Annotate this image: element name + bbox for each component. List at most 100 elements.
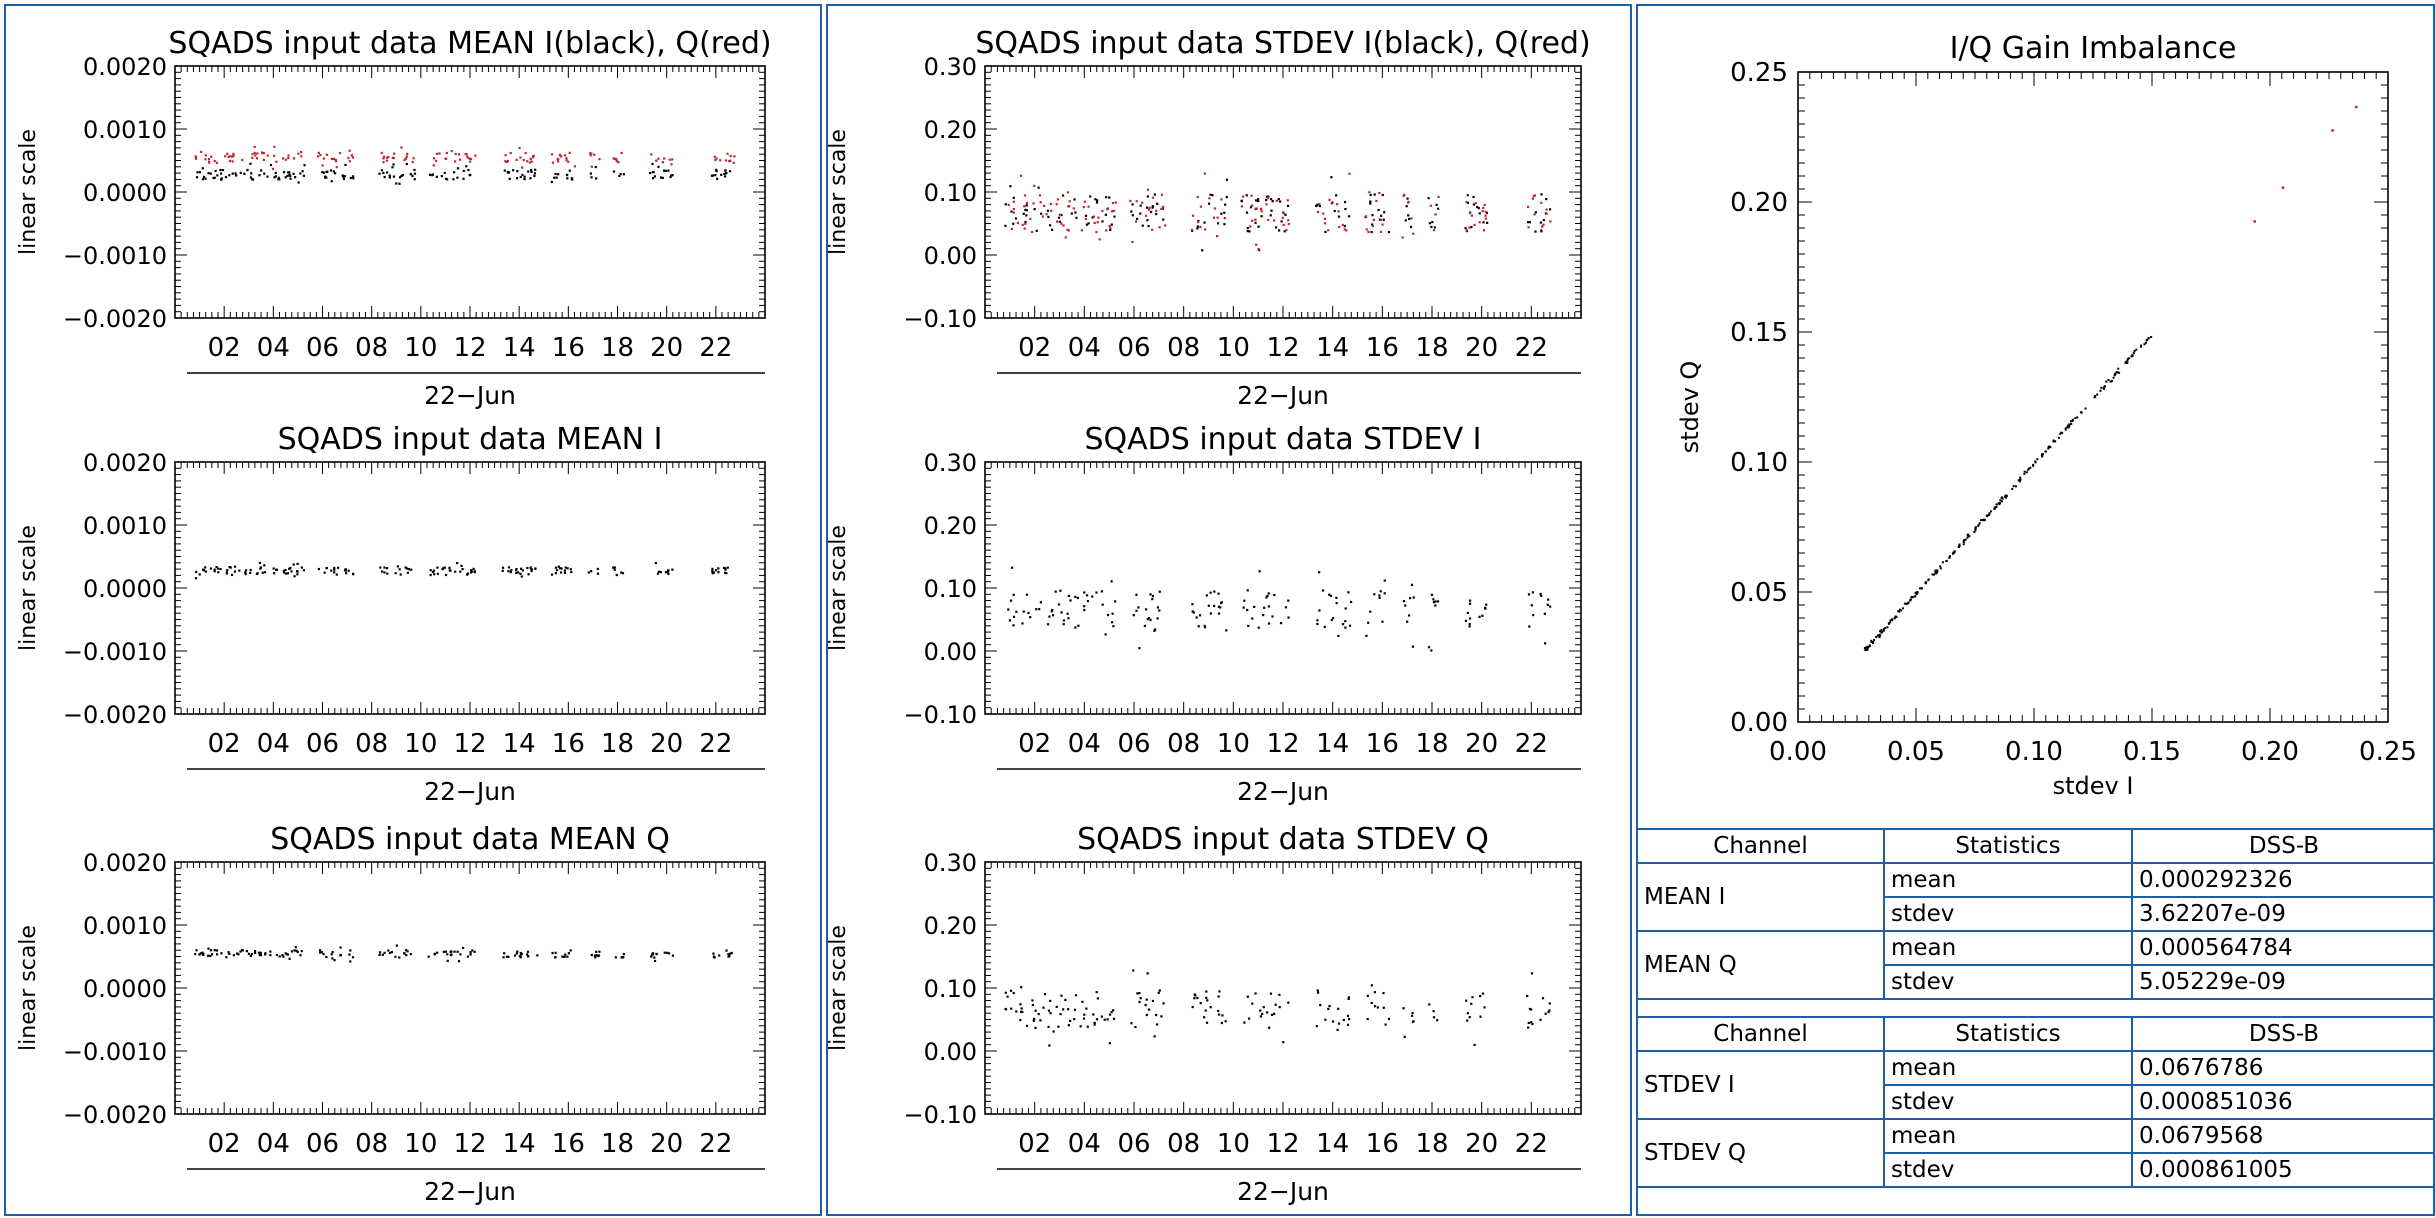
data-point — [2015, 485, 2018, 488]
data-point — [560, 155, 563, 158]
data-point — [230, 573, 234, 577]
data-point — [1112, 1017, 1116, 1020]
data-point — [1364, 215, 1368, 218]
data-point — [2074, 417, 2077, 420]
data-point — [457, 153, 461, 156]
data-point — [1432, 1016, 1436, 1019]
data-point — [1100, 590, 1104, 593]
x-tick-label: 10 — [1217, 1129, 1250, 1159]
data-point — [1432, 598, 1435, 601]
data-point — [1345, 229, 1348, 232]
data-point — [1283, 230, 1286, 233]
data-point — [1012, 615, 1016, 618]
x-tick-label: 12 — [1266, 729, 1299, 759]
x-tick-label: 16 — [1366, 333, 1399, 363]
data-point — [1207, 202, 1211, 205]
x-axis-label: 22−Jun — [424, 1177, 516, 1206]
data-point — [1033, 184, 1036, 188]
data-point — [380, 570, 384, 573]
data-point — [1369, 202, 1372, 205]
data-point — [300, 950, 303, 953]
data-point — [1369, 610, 1372, 613]
data-point — [1484, 210, 1487, 213]
data-point — [530, 168, 533, 172]
stat-value: 0.000564784 — [2131, 930, 2435, 966]
data-point — [1278, 993, 1281, 996]
data-point — [1221, 1014, 1224, 1017]
data-point — [1010, 1007, 1013, 1010]
data-point — [652, 177, 655, 180]
data-point — [251, 156, 254, 159]
x-tick-label: 0.05 — [1887, 737, 1945, 767]
data-point — [427, 955, 430, 958]
data-point — [282, 171, 286, 174]
data-point — [567, 952, 570, 955]
data-point — [1328, 198, 1331, 201]
data-point — [724, 159, 728, 162]
data-point — [1087, 222, 1090, 225]
data-point — [1482, 206, 1485, 210]
y-tick-label: −0.0010 — [63, 242, 167, 270]
data-point — [1282, 211, 1285, 214]
y-tick-label: −0.0010 — [63, 638, 167, 666]
data-point — [536, 954, 539, 957]
data-point — [258, 953, 261, 957]
data-point — [1060, 213, 1063, 217]
x-axis-label: stdev I — [2053, 772, 2134, 800]
data-point — [719, 159, 722, 162]
data-point — [2059, 432, 2062, 435]
data-point — [1069, 599, 1072, 602]
data-point — [1282, 223, 1285, 226]
data-point — [1870, 641, 1873, 644]
data-point — [1986, 515, 1989, 518]
data-point — [1958, 543, 1961, 546]
data-point — [590, 176, 593, 179]
data-point — [1318, 204, 1321, 208]
data-point — [1035, 608, 1038, 611]
data-point — [401, 173, 404, 177]
data-point — [1265, 195, 1269, 198]
data-point — [1889, 621, 1892, 624]
data-point — [249, 571, 252, 575]
data-point — [1316, 619, 1319, 622]
data-point — [1216, 222, 1220, 225]
data-point — [1155, 212, 1158, 216]
data-point — [1437, 207, 1440, 210]
data-point — [1095, 591, 1098, 594]
data-point — [1434, 604, 1437, 607]
data-point — [1254, 221, 1257, 224]
data-point — [1158, 226, 1161, 229]
data-point — [1259, 1009, 1262, 1012]
data-point — [1047, 1009, 1051, 1012]
data-point — [1473, 1043, 1476, 1047]
data-point — [1406, 620, 1409, 623]
data-point — [2116, 371, 2119, 374]
data-point — [663, 157, 666, 160]
data-point — [2034, 460, 2037, 463]
data-point — [2054, 440, 2057, 443]
data-point — [1223, 211, 1226, 214]
data-point — [1468, 599, 1472, 602]
data-point — [219, 172, 223, 175]
data-point — [1322, 212, 1325, 215]
data-point — [1137, 606, 1140, 609]
data-point — [383, 571, 386, 574]
data-point — [615, 160, 618, 163]
data-point — [728, 170, 732, 173]
data-point — [317, 151, 320, 155]
data-point — [668, 158, 671, 161]
data-point — [726, 566, 729, 569]
data-point — [405, 949, 408, 952]
data-point — [253, 151, 256, 155]
header-statistics: Statistics — [1883, 1016, 2133, 1052]
data-point — [1267, 592, 1270, 595]
data-point — [1900, 609, 1903, 612]
data-point — [322, 171, 325, 174]
data-point — [1081, 1000, 1084, 1003]
data-point — [1468, 622, 1471, 626]
data-point — [1162, 218, 1165, 221]
data-point — [1101, 603, 1104, 606]
data-point — [217, 571, 220, 574]
data-point — [554, 172, 557, 176]
data-point — [1031, 1003, 1034, 1007]
